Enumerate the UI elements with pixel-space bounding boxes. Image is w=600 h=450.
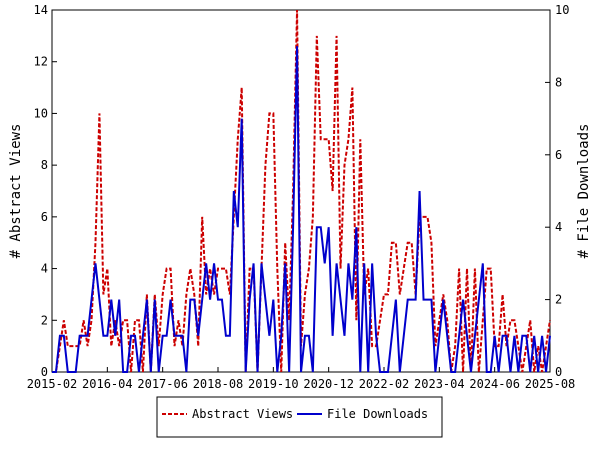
y2-tick-label: 4 xyxy=(555,220,562,234)
y2-tick-label: 6 xyxy=(555,148,562,162)
y-tick-label: 14 xyxy=(34,3,48,17)
x-tick-label: 2015-02 xyxy=(27,377,78,391)
y-axis-label: # Abstract Views xyxy=(8,124,24,259)
legend-label: Abstract Views xyxy=(192,407,293,421)
x-tick-label: 2023-04 xyxy=(414,377,465,391)
y-tick-label: 2 xyxy=(41,313,48,327)
x-tick-label: 2017-06 xyxy=(137,377,188,391)
legend-box xyxy=(156,396,443,438)
y2-tick-label: 8 xyxy=(555,75,562,89)
x-tick-label: 2016-04 xyxy=(82,377,133,391)
y-tick-label: 6 xyxy=(41,210,48,224)
x-tick-label: 2024-06 xyxy=(469,377,520,391)
y2-tick-label: 0 xyxy=(555,365,562,379)
x-tick-label: 2025-08 xyxy=(525,377,576,391)
x-tick-label: 2022-02 xyxy=(359,377,410,391)
y2-tick-label: 10 xyxy=(555,3,569,17)
x-tick-label: 2020-12 xyxy=(303,377,354,391)
x-tick-label: 2019-10 xyxy=(248,377,299,391)
y-tick-label: 8 xyxy=(41,158,48,172)
series-line xyxy=(52,46,551,373)
y-tick-label: 0 xyxy=(41,365,48,379)
y-tick-label: 10 xyxy=(34,106,48,120)
x-tick-label: 2018-08 xyxy=(193,377,244,391)
y2-axis-label: # File Downloads xyxy=(576,124,592,259)
y2-tick-label: 2 xyxy=(555,293,562,307)
legend-label: File Downloads xyxy=(327,407,428,421)
y-tick-label: 4 xyxy=(41,262,48,276)
y-tick-label: 12 xyxy=(34,55,48,69)
